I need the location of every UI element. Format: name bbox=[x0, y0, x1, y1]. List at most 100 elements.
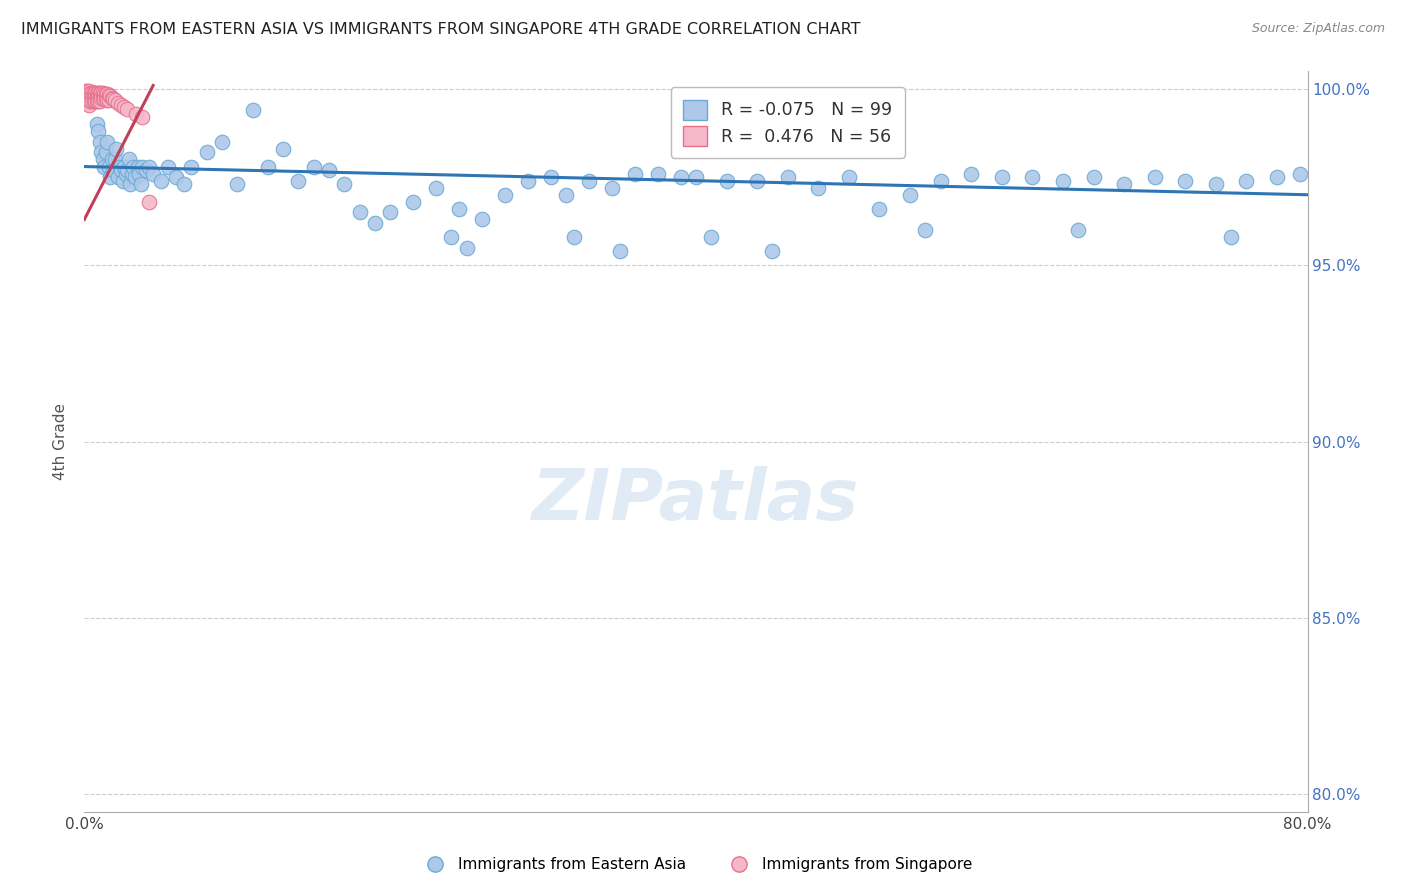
Point bbox=[79, 95, 101, 109]
Text: ZIPatlas: ZIPatlas bbox=[533, 467, 859, 535]
Point bbox=[195, 145, 218, 160]
Point bbox=[318, 163, 340, 178]
Point bbox=[104, 93, 127, 107]
Point bbox=[1067, 223, 1090, 237]
Point bbox=[90, 87, 112, 101]
Point bbox=[118, 153, 141, 167]
Point bbox=[77, 95, 100, 109]
Point bbox=[609, 244, 631, 259]
Point bbox=[97, 160, 120, 174]
Point bbox=[447, 202, 470, 216]
Point bbox=[84, 89, 107, 103]
Point bbox=[96, 93, 118, 107]
Point bbox=[242, 103, 264, 117]
Point bbox=[402, 194, 425, 209]
Point bbox=[84, 86, 107, 100]
Point bbox=[425, 180, 447, 194]
Point bbox=[1052, 174, 1074, 188]
Point bbox=[716, 174, 738, 188]
Point bbox=[124, 170, 146, 185]
Point bbox=[471, 212, 494, 227]
Text: Source: ZipAtlas.com: Source: ZipAtlas.com bbox=[1251, 22, 1385, 36]
Point bbox=[776, 170, 799, 185]
Point bbox=[135, 163, 157, 178]
Point bbox=[103, 92, 125, 106]
Point bbox=[761, 244, 783, 259]
Point bbox=[83, 95, 105, 109]
Point bbox=[700, 230, 723, 244]
Point bbox=[600, 180, 623, 194]
Point bbox=[83, 86, 105, 100]
Point bbox=[121, 167, 143, 181]
Point bbox=[669, 170, 692, 185]
Point bbox=[149, 174, 172, 188]
Point bbox=[115, 103, 138, 117]
Point bbox=[84, 95, 107, 109]
Point bbox=[578, 174, 600, 188]
Point bbox=[93, 87, 115, 102]
Point bbox=[1174, 174, 1197, 188]
Point bbox=[101, 91, 124, 105]
Point bbox=[86, 95, 108, 109]
Point bbox=[89, 135, 111, 149]
Point bbox=[108, 160, 131, 174]
Point bbox=[75, 87, 97, 101]
Point bbox=[1205, 177, 1227, 191]
Point bbox=[87, 89, 110, 103]
Point bbox=[1220, 230, 1243, 244]
Point bbox=[98, 170, 121, 185]
Point bbox=[333, 177, 356, 191]
Point bbox=[1265, 170, 1288, 185]
Point bbox=[91, 87, 114, 101]
Y-axis label: 4th Grade: 4th Grade bbox=[53, 403, 69, 480]
Point bbox=[271, 142, 294, 156]
Point bbox=[104, 153, 127, 167]
Point bbox=[120, 177, 142, 191]
Point bbox=[111, 174, 134, 188]
Point bbox=[75, 91, 97, 105]
Point bbox=[97, 93, 120, 107]
Point bbox=[257, 160, 280, 174]
Point bbox=[86, 89, 108, 103]
Point bbox=[89, 89, 111, 103]
Point bbox=[138, 194, 160, 209]
Point bbox=[80, 95, 103, 109]
Point bbox=[75, 84, 97, 98]
Point bbox=[1143, 170, 1166, 185]
Point bbox=[115, 163, 138, 178]
Point bbox=[76, 87, 98, 101]
Point bbox=[685, 170, 707, 185]
Point bbox=[90, 91, 112, 105]
Point bbox=[349, 205, 371, 219]
Point bbox=[869, 202, 891, 216]
Point bbox=[87, 86, 110, 100]
Point bbox=[93, 160, 115, 174]
Point bbox=[114, 167, 136, 181]
Point bbox=[80, 86, 103, 100]
Legend: Immigrants from Eastern Asia, Immigrants from Singapore: Immigrants from Eastern Asia, Immigrants… bbox=[413, 851, 979, 878]
Point bbox=[107, 96, 129, 111]
Point bbox=[105, 142, 128, 156]
Point bbox=[98, 89, 121, 103]
Point bbox=[302, 160, 325, 174]
Point bbox=[107, 170, 129, 185]
Point bbox=[138, 160, 160, 174]
Point bbox=[838, 170, 860, 185]
Point bbox=[90, 145, 112, 160]
Point bbox=[79, 89, 101, 103]
Point bbox=[83, 89, 105, 103]
Point bbox=[540, 170, 562, 185]
Point bbox=[1114, 177, 1136, 191]
Point bbox=[76, 91, 98, 105]
Point bbox=[86, 117, 108, 131]
Point bbox=[440, 230, 463, 244]
Point bbox=[364, 216, 387, 230]
Point bbox=[103, 163, 125, 178]
Point bbox=[127, 160, 149, 174]
Point bbox=[131, 110, 153, 124]
Point bbox=[494, 187, 516, 202]
Point bbox=[1083, 170, 1105, 185]
Point bbox=[173, 177, 195, 191]
Point bbox=[747, 174, 769, 188]
Point bbox=[142, 167, 165, 181]
